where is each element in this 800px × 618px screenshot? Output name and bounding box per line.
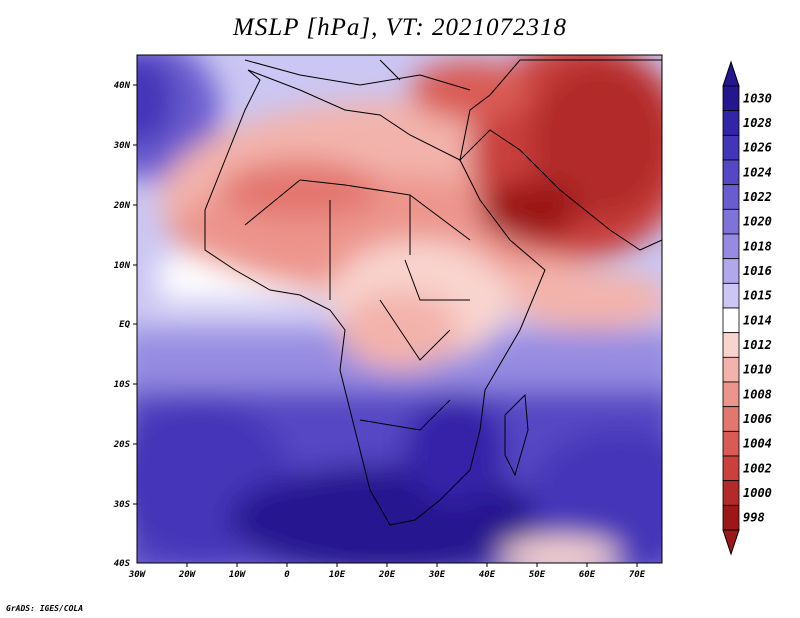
colorbar-swatch	[722, 134, 740, 161]
lat-label: 30N	[113, 141, 131, 151]
colorbar-label: 1022	[743, 190, 772, 204]
lat-label: 10S	[114, 380, 131, 390]
colorbar-swatch	[722, 406, 740, 432]
lon-label: 10W	[229, 570, 247, 580]
lat-axis: 40N 30N 20N 10N EQ 10S 20S 30S 40S	[113, 81, 137, 569]
colorbar-swatch	[722, 381, 740, 408]
lon-label: 0	[284, 570, 290, 580]
colorbar-label: 998	[743, 511, 765, 525]
colorbar-swatch	[722, 282, 740, 309]
lon-label: 30E	[428, 570, 446, 580]
colorbar-swatch	[722, 110, 740, 136]
colorbar-label: 1002	[743, 461, 772, 475]
colorbar-label: 1026	[743, 141, 772, 155]
colorbar-min-arrow	[722, 529, 740, 556]
lon-label: 50E	[529, 570, 546, 580]
lat-label: EQ	[119, 320, 130, 330]
colorbar-swatch	[722, 233, 740, 260]
colorbar-swatch	[722, 455, 740, 482]
colorbar-label: 1016	[743, 264, 772, 278]
colorbar-label: 1030	[743, 91, 772, 105]
colorbar-swatch	[722, 258, 740, 284]
pressure-field	[137, 55, 662, 563]
colorbar-label: 1015	[743, 289, 772, 303]
colorbar: 1030 1028 1026 1024 1022 1020 1018 1016 1015 1014…	[722, 60, 772, 556]
colorbar-swatch	[722, 184, 740, 210]
lon-label: 70E	[629, 570, 646, 580]
coastlines	[204, 59, 662, 526]
colorbar-swatch	[722, 504, 740, 531]
colorbar-swatch	[722, 307, 740, 334]
colorbar-label: 1028	[743, 116, 772, 130]
lon-label: 20W	[178, 570, 197, 580]
lon-axis: 30W 20W 10W 0 10E 20E 30E 40E 50E 60E 70…	[128, 563, 646, 580]
lat-label: 20N	[113, 201, 131, 211]
colorbar-label: 1018	[743, 239, 772, 253]
colorbar-swatch	[722, 356, 740, 383]
colorbar-swatch	[722, 159, 740, 186]
colorbar-swatch	[722, 208, 740, 235]
colorbar-swatch	[722, 332, 740, 358]
grads-credit: GrADS: IGES/COLA	[6, 604, 84, 613]
lat-label: 30S	[113, 500, 131, 510]
lon-label: 20E	[378, 570, 396, 580]
colorbar-max-arrow	[722, 60, 740, 87]
lat-label: 40S	[114, 559, 131, 569]
colorbar-label: 1024	[743, 165, 772, 179]
lat-label: 40N	[114, 81, 131, 91]
colorbar-label: 1010	[743, 363, 772, 377]
lon-label: 10E	[329, 570, 346, 580]
colorbar-label: 1012	[743, 338, 772, 352]
colorbar-swatch	[722, 430, 740, 457]
lat-label: 20S	[113, 440, 131, 450]
plot-frame	[136, 54, 663, 564]
colorbar-label: 1020	[743, 215, 772, 229]
lon-label: 40E	[479, 570, 496, 580]
colorbar-label: 1008	[743, 387, 772, 401]
colorbar-label: 1000	[743, 486, 772, 500]
lon-label: 60E	[579, 570, 596, 580]
lat-label: 10N	[114, 261, 131, 271]
colorbar-label: 1006	[743, 412, 772, 426]
map-title: MSLP [hPa], VT: 2021072318	[233, 14, 567, 41]
colorbar-label: 1014	[743, 313, 772, 327]
colorbar-swatch	[722, 85, 740, 112]
colorbar-label: 1004	[743, 437, 772, 451]
lon-label: 30W	[128, 570, 147, 580]
colorbar-swatch	[722, 480, 740, 506]
